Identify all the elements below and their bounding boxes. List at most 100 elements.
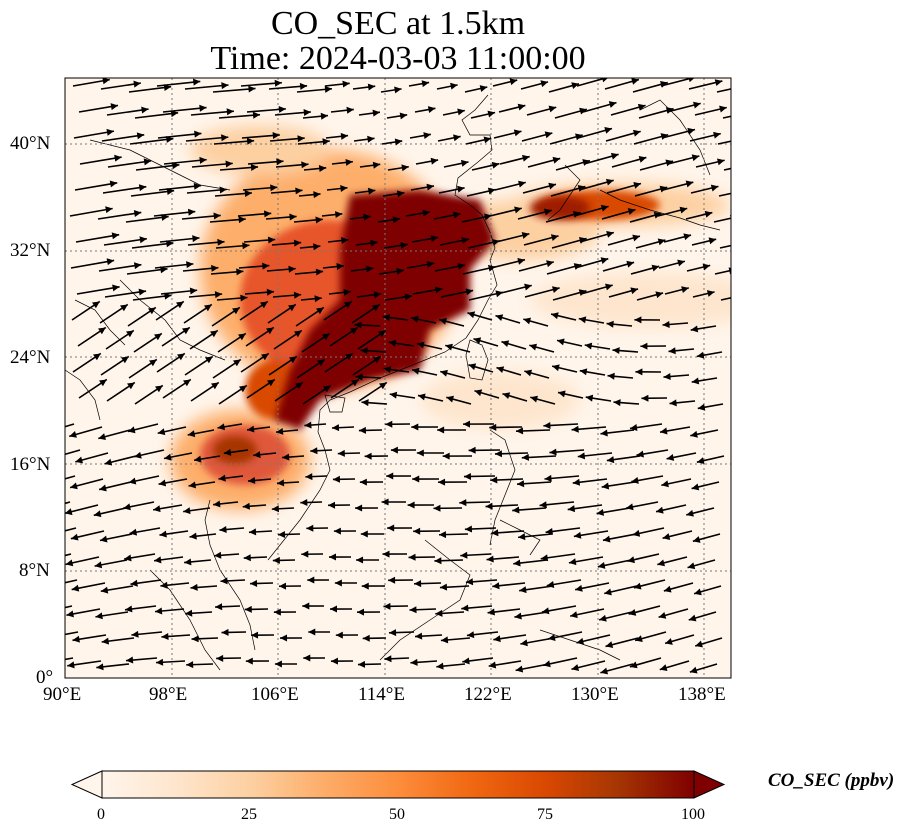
- colorbar: [70, 770, 726, 799]
- wind-arrow: [282, 453, 305, 461]
- wind-arrow: [668, 347, 695, 355]
- wind-arrow: [295, 306, 325, 327]
- wind-arrow: [556, 338, 583, 347]
- wind-arrow: [78, 378, 108, 399]
- wind-arrow: [381, 498, 407, 506]
- wind-arrow: [574, 257, 609, 269]
- wind-arrow: [273, 608, 297, 616]
- wind-arrow: [191, 635, 219, 643]
- wind-arrow: [101, 637, 135, 645]
- wind-arrow: [246, 105, 286, 113]
- wind-arrow: [183, 303, 213, 324]
- wind-arrow: [351, 303, 381, 324]
- wind-arrow: [183, 507, 211, 515]
- wind-arrow: [578, 178, 614, 191]
- wind-arrow: [308, 628, 331, 636]
- wind-arrow: [540, 553, 576, 562]
- wind-arrow: [328, 501, 351, 509]
- wind-arrow: [75, 452, 109, 464]
- wind-arrow: [155, 658, 186, 666]
- wind-arrow: [610, 103, 646, 116]
- wind-arrow: [544, 474, 580, 482]
- wind-arrow: [387, 524, 413, 532]
- wind-arrow: [217, 423, 243, 431]
- wind-arrow: [106, 106, 149, 116]
- wind-arrow: [416, 449, 445, 457]
- wind-arrow: [275, 161, 309, 169]
- wind-arrow: [661, 127, 696, 139]
- wind-arrow: [692, 290, 715, 298]
- wind-arrow: [104, 455, 137, 466]
- wind-arrow: [611, 155, 647, 168]
- wind-arrow: [65, 449, 81, 456]
- wind-arrow: [496, 283, 532, 295]
- wind-arrow: [329, 553, 352, 561]
- wind-arrow: [271, 505, 295, 513]
- wind-arrow: [414, 580, 442, 588]
- wind-arrow: [690, 325, 717, 333]
- wind-arrow: [213, 500, 239, 508]
- wind-arrow: [155, 300, 185, 321]
- wind-arrow: [274, 381, 304, 402]
- wind-arrow: [409, 606, 437, 614]
- wind-arrow: [72, 352, 102, 373]
- wind-arrow: [76, 284, 120, 295]
- wind-arrow: [382, 314, 409, 321]
- wind-arrow: [602, 533, 637, 543]
- wind-arrow: [355, 239, 378, 247]
- wind-arrow: [304, 421, 327, 429]
- wind-arrow: [582, 101, 617, 113]
- wind-arrow: [107, 158, 152, 168]
- wind-arrow: [300, 295, 322, 303]
- wind-arrow: [245, 657, 270, 665]
- wind-arrow: [65, 605, 73, 609]
- wind-arrow: [181, 212, 221, 220]
- wind-arrow: [495, 314, 521, 324]
- wind-arrow: [405, 209, 431, 217]
- wind-arrow: [69, 478, 104, 490]
- wind-arrow: [100, 355, 130, 376]
- wind-arrow: [491, 529, 525, 537]
- wind-arrow: [487, 608, 521, 616]
- wind-arrow: [65, 579, 78, 584]
- wind-arrow: [293, 216, 323, 224]
- wind-arrow: [131, 630, 163, 638]
- wind-arrow: [501, 340, 527, 350]
- wind-arrow: [607, 372, 634, 380]
- wind-arrow: [413, 527, 441, 535]
- wind-arrow: [613, 399, 640, 407]
- wind-arrow: [608, 287, 639, 298]
- wind-arrow: [521, 131, 553, 142]
- wind-arrow: [296, 358, 326, 379]
- wind-arrow: [277, 530, 301, 538]
- wind-arrow: [514, 611, 549, 620]
- wind-arrow: [493, 634, 527, 643]
- wind-arrow: [305, 473, 328, 481]
- wind-arrow: [249, 579, 274, 587]
- wind-arrow: [337, 449, 361, 457]
- wind-arrow: [494, 450, 529, 458]
- wind-arrow: [190, 583, 218, 591]
- wind-arrow: [127, 423, 159, 434]
- wind-arrow: [693, 585, 722, 596]
- wind-arrow: [95, 611, 129, 620]
- wind-arrow: [550, 312, 577, 321]
- wind-arrow: [468, 363, 494, 373]
- wind-arrow: [445, 343, 471, 353]
- wind-arrow: [99, 533, 133, 543]
- wind-arrow: [153, 504, 183, 513]
- wind-arrow: [714, 267, 731, 275]
- wind-arrow: [332, 475, 356, 483]
- wind-arrow: [191, 160, 233, 168]
- wind-arrow: [573, 530, 609, 539]
- wind-arrow: [578, 316, 605, 324]
- wind-arrow: [446, 395, 472, 405]
- wind-arrow: [268, 355, 298, 376]
- wind-arrow: [154, 261, 194, 269]
- wind-arrow: [433, 211, 461, 220]
- wind-arrow: [465, 578, 498, 586]
- wind-arrow: [634, 316, 661, 324]
- wind-arrow: [576, 634, 611, 645]
- wind-arrow: [355, 373, 382, 381]
- wind-arrow: [381, 138, 403, 146]
